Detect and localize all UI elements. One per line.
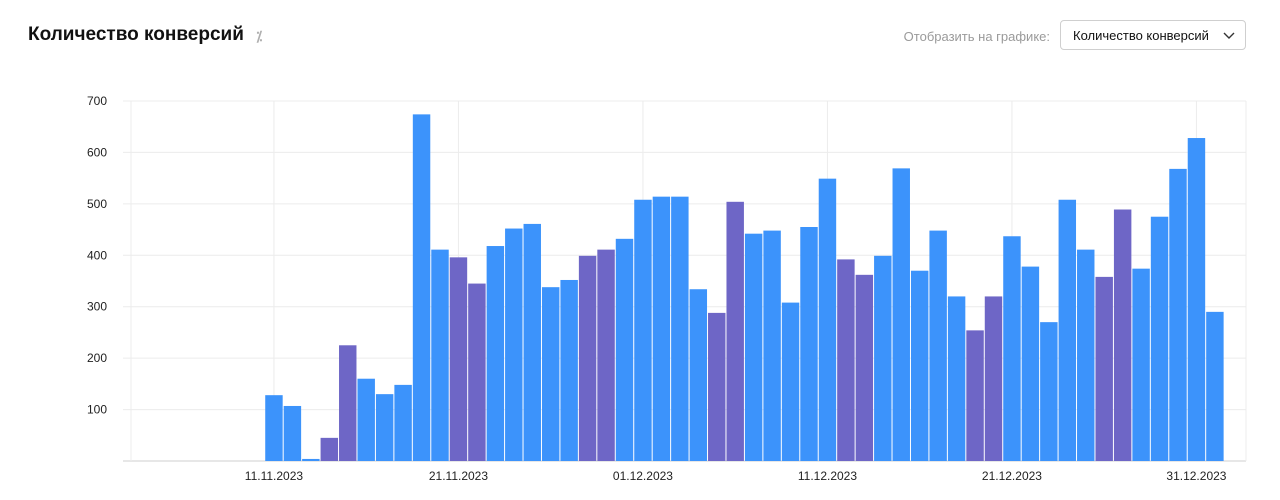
bar: [431, 249, 449, 461]
bar: [449, 257, 468, 461]
bar: [763, 230, 781, 461]
bar: [394, 384, 412, 461]
bars-layer: [265, 114, 1224, 462]
bar: [505, 228, 523, 461]
y-axis-ticks: 100 200 300 400 500 600 700: [87, 94, 107, 417]
bar: [818, 178, 837, 461]
x-tick-label: 21.11.2023: [429, 469, 488, 483]
bar: [320, 437, 339, 461]
y-tick-label: 600: [87, 145, 107, 159]
bar: [597, 249, 615, 461]
bar: [1003, 236, 1021, 461]
bar: [910, 270, 929, 461]
bar: [468, 283, 486, 461]
metric-select[interactable]: Количество конверсий: [1060, 20, 1246, 50]
bar: [578, 255, 597, 461]
bar: [560, 279, 578, 461]
x-tick-label: 11.11.2023: [245, 469, 304, 483]
bar: [1187, 138, 1206, 461]
bar: [671, 196, 689, 461]
bar: [892, 168, 910, 461]
bar: [781, 302, 800, 461]
bar: [800, 227, 818, 461]
bar: [486, 246, 505, 461]
bar: [1132, 268, 1150, 461]
x-tick-label: 01.12.2023: [613, 469, 673, 483]
display-label: Отобразить на графике:: [903, 29, 1050, 44]
bar: [265, 395, 283, 461]
y-tick-label: 200: [87, 351, 107, 365]
bar: [1095, 276, 1113, 461]
bar: [708, 312, 726, 461]
y-tick-label: 400: [87, 248, 107, 262]
bar: [357, 378, 375, 461]
bar: [1150, 216, 1169, 461]
bar: [966, 330, 984, 461]
bar: [615, 238, 634, 461]
x-tick-label: 21.12.2023: [982, 469, 1042, 483]
y-tick-label: 700: [87, 94, 107, 108]
bar: [984, 296, 1003, 461]
bar: [523, 223, 541, 461]
bar: [1040, 322, 1058, 461]
y-tick-label: 100: [87, 403, 107, 417]
chevron-down-icon: [1223, 32, 1235, 39]
bar: [283, 405, 302, 461]
bar: [947, 296, 966, 461]
percent-icon[interactable]: ⁒: [256, 28, 263, 44]
x-axis-ticks: 11.11.2023 21.11.2023 01.12.2023 11.12.2023…: [245, 469, 1227, 483]
bar: [837, 259, 855, 461]
bar: [541, 287, 560, 461]
bar: [1169, 168, 1187, 461]
bar: [634, 199, 652, 461]
bar: [1206, 311, 1224, 461]
x-tick-label: 31.12.2023: [1166, 469, 1226, 483]
bar: [744, 233, 763, 461]
bar: [726, 201, 744, 462]
y-tick-label: 500: [87, 197, 107, 211]
bar: [412, 114, 431, 461]
bar: [1077, 249, 1095, 461]
bar: [339, 345, 357, 461]
bar: [929, 230, 947, 461]
bar: [302, 458, 320, 461]
bar: [652, 196, 671, 461]
x-tick-label: 11.12.2023: [798, 469, 857, 483]
y-tick-label: 300: [87, 300, 107, 314]
bar: [375, 394, 394, 461]
bar: [1058, 199, 1077, 461]
bar: [1113, 209, 1132, 461]
bar: [689, 289, 708, 461]
bar: [1021, 266, 1040, 461]
bar: [874, 255, 892, 461]
bar: [855, 274, 874, 461]
chart-title: Количество конверсий: [28, 24, 244, 45]
metric-select-value: Количество конверсий: [1073, 27, 1209, 43]
